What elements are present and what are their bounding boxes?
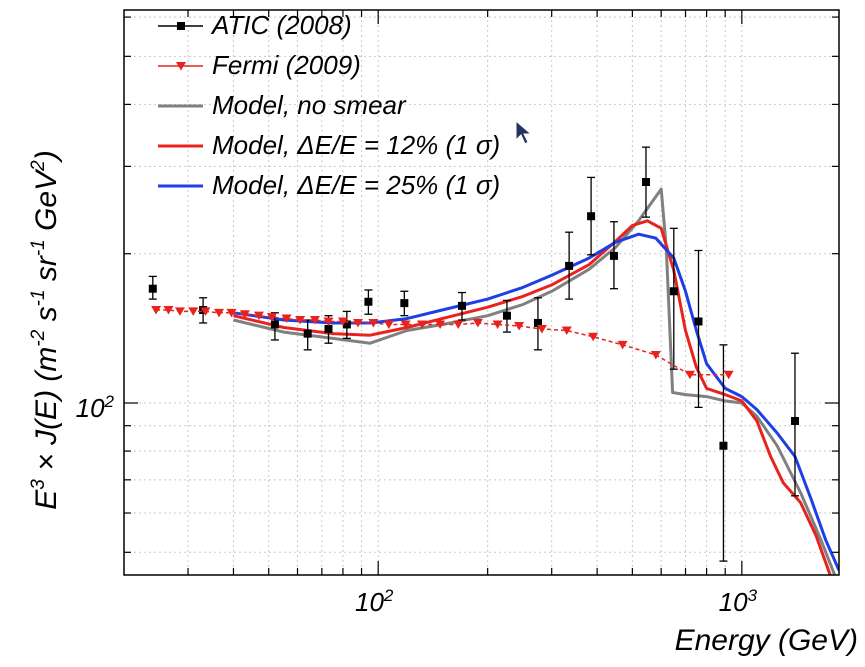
legend: ATIC (2008) Fermi (2009) Model, no smear Mo…: [158, 10, 500, 200]
series-line: [233, 187, 837, 575]
series-layer: [148, 146, 839, 575]
atic-point: [719, 441, 728, 450]
plot-area: [148, 146, 839, 575]
fermi-point: [323, 317, 334, 326]
fermi-point: [368, 318, 379, 328]
series-line: [233, 219, 832, 575]
legend-entry: Model, no smear: [158, 90, 407, 120]
fermi-point: [453, 320, 464, 329]
legend-label: Fermi (2009): [212, 50, 361, 80]
fermi-point: [337, 317, 348, 326]
series-line: [233, 232, 839, 571]
legend-entry: Model, ΔE/E = 25% (1 σ): [158, 170, 500, 200]
fermi-point: [472, 318, 483, 328]
legend-entry: Fermi (2009): [158, 50, 361, 80]
fermi-point: [435, 320, 446, 329]
legend-marker: [177, 22, 185, 30]
fermi-point: [352, 318, 363, 328]
fermi-point: [617, 340, 628, 350]
grid: [124, 10, 839, 575]
atic-point: [565, 261, 574, 270]
fermi-point: [309, 316, 320, 325]
fermi-point: [684, 370, 695, 380]
atic-point: [148, 284, 157, 293]
legend-label: Model, ΔE/E = 25% (1 σ): [212, 170, 500, 200]
legend-entry: ATIC (2008): [158, 10, 352, 40]
fermi-point: [536, 324, 547, 334]
x-axis-title: Energy (GeV): [675, 624, 858, 657]
fermi-point: [151, 305, 162, 315]
legend-label: Model, no smear: [212, 90, 407, 120]
fermi-point: [214, 308, 225, 318]
fermi-point: [417, 320, 428, 329]
fermi-point: [383, 320, 394, 329]
fermi-point: [174, 307, 185, 316]
fermi-point: [561, 326, 572, 336]
atic-point: [342, 320, 351, 329]
atic-point: [533, 318, 542, 327]
atic-point: [669, 287, 678, 296]
fermi-point: [281, 314, 292, 324]
x-tick-label: 103: [719, 586, 758, 617]
x-tick-label: 102: [355, 586, 394, 617]
fermi-point: [650, 350, 661, 360]
fermi-point: [200, 307, 211, 316]
atic-point: [641, 177, 650, 186]
atic-point: [270, 320, 279, 329]
fermi-point: [163, 305, 174, 315]
atic-point: [364, 297, 373, 306]
y-tick-label: 102: [76, 392, 115, 423]
fermi-point: [253, 311, 264, 321]
tick-labels: 102 103 102: [76, 392, 758, 617]
fermi-point: [266, 313, 277, 322]
atic-point: [400, 299, 409, 308]
atic-point: [502, 311, 511, 320]
legend-marker: [176, 62, 186, 71]
plot-frame: [123, 9, 840, 576]
fermi-point: [400, 320, 411, 329]
axis-ticks: [124, 10, 839, 575]
fermi-point: [295, 316, 306, 325]
mouse-pointer-icon: [515, 119, 533, 145]
fermi-point: [588, 332, 599, 342]
atic-point: [324, 324, 333, 333]
legend-entry: Model, ΔE/E = 12% (1 σ): [158, 130, 500, 160]
fermi-point: [239, 310, 250, 319]
atic-point: [609, 251, 618, 260]
atic-point: [303, 329, 312, 338]
fermi-point: [514, 321, 525, 331]
atic-point: [790, 416, 799, 425]
atic-point: [694, 317, 703, 326]
atic-point: [587, 212, 596, 221]
fermi-point: [188, 307, 199, 316]
fermi-point: [723, 370, 734, 380]
legend-label: ATIC (2008): [210, 10, 352, 40]
legend-label: Model, ΔE/E = 12% (1 σ): [212, 130, 500, 160]
fermi-point: [492, 320, 503, 329]
y-axis-title: E3 × J(E) (m-2 s-1 sr-1 GeV2): [28, 150, 63, 509]
fermi-point: [226, 308, 237, 318]
atic-point: [457, 301, 466, 310]
